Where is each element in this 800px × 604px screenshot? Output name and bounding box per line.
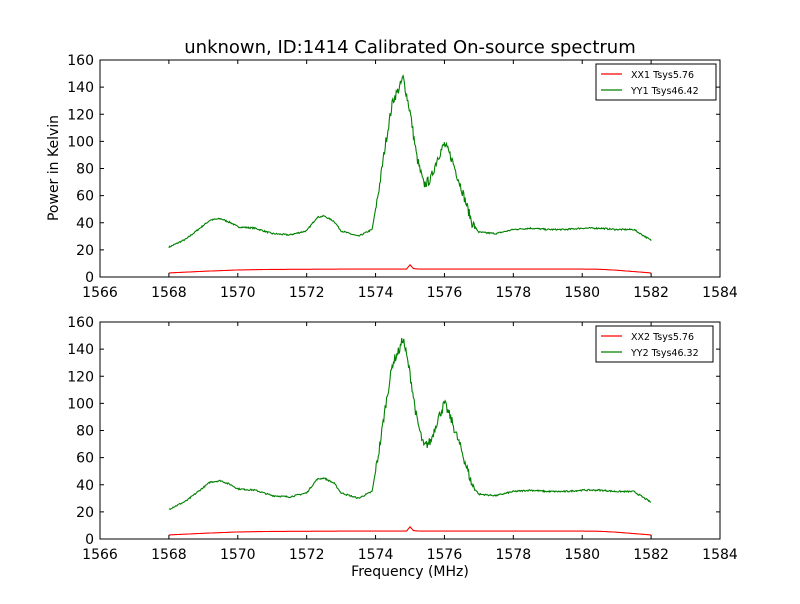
x-tick-label: 1580	[564, 285, 600, 301]
y-tick-label: 80	[76, 424, 94, 440]
y-tick-label: 160	[67, 315, 94, 331]
x-tick-label: 1574	[358, 547, 394, 563]
bottom-plot: Frequency (MHz) 1566 1568 1570 1572 1574 1576…	[67, 315, 738, 580]
x-tick-label: 1570	[220, 547, 256, 563]
x-tick-label: 1576	[427, 547, 463, 563]
x-tick-label: 1584	[702, 285, 738, 301]
x-tick-label: 1578	[496, 285, 532, 301]
y-tick-label: 40	[76, 216, 94, 232]
series-line-xx1	[168, 263, 652, 274]
x-tick-label: 1582	[633, 285, 669, 301]
x-tick-label: 1572	[289, 285, 325, 301]
x-tick-label: 1568	[151, 285, 187, 301]
x-tick-label: 1580	[564, 547, 600, 563]
x-tick-label: 1578	[496, 547, 532, 563]
y-tick-label: 0	[85, 270, 94, 286]
top-plot: unknown, ID:1414 Calibrated On-source sp…	[46, 37, 738, 301]
x-tick-label: 1582	[633, 547, 669, 563]
y-tick-label: 100	[67, 396, 94, 412]
x-tick-label: 1572	[289, 547, 325, 563]
legend-label: XX1 Tsys5.76	[631, 70, 694, 81]
y-tick-label: 100	[67, 134, 94, 150]
y-tick-label: 160	[67, 53, 94, 69]
x-tick-label: 1584	[702, 547, 738, 563]
y-tick-label: 20	[76, 505, 94, 521]
x-axis-label: Frequency (MHz)	[351, 564, 469, 580]
y-axis-label: Power in Kelvin	[46, 115, 62, 221]
x-tick-label: 1568	[151, 547, 187, 563]
y-tick-label: 40	[76, 478, 94, 494]
x-tick-label: 1566	[82, 285, 118, 301]
y-tick-label: 120	[67, 369, 94, 385]
y-tick-label: 140	[67, 80, 94, 96]
legend-box	[595, 325, 714, 363]
legend-label: YY2 Tsys46.32	[630, 348, 699, 359]
legend-label: YY1 Tsys46.42	[630, 86, 699, 97]
chart-title: unknown, ID:1414 Calibrated On-source sp…	[184, 37, 635, 58]
y-tick-label: 120	[67, 107, 94, 123]
x-tick-label: 1576	[427, 285, 463, 301]
series-line-xx2	[168, 525, 652, 536]
y-tick-label: 20	[76, 243, 94, 259]
x-tick-label: 1566	[82, 547, 118, 563]
series-line-yy2	[168, 337, 652, 510]
legend-label: XX2 Tsys5.76	[631, 332, 694, 343]
y-tick-label: 80	[76, 162, 94, 178]
series-line-yy1	[168, 74, 652, 249]
y-tick-label: 60	[76, 451, 94, 467]
x-tick-label: 1570	[220, 285, 256, 301]
y-tick-label: 0	[85, 532, 94, 548]
y-tick-label: 140	[67, 342, 94, 358]
y-tick-label: 60	[76, 189, 94, 205]
x-tick-label: 1574	[358, 285, 394, 301]
legend-box	[595, 63, 717, 101]
